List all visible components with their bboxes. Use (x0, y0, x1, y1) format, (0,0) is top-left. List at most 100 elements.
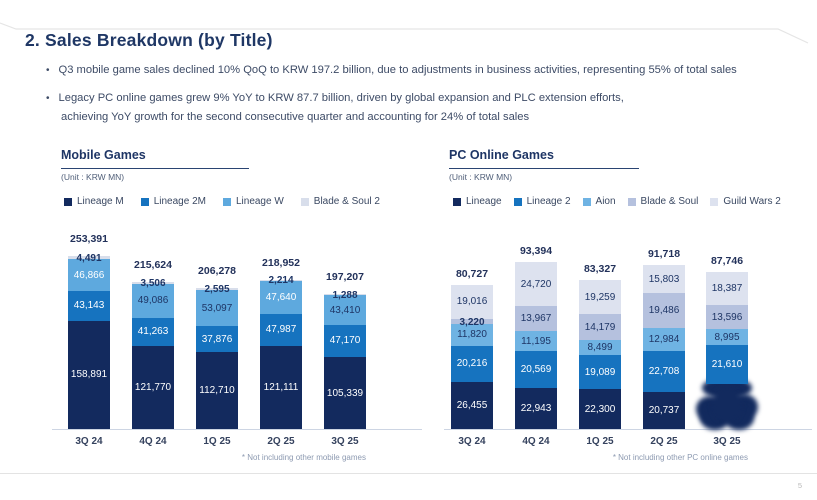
legend-swatch-icon (582, 198, 591, 206)
category-label: 2Q 25 (267, 436, 295, 447)
bar-segment: 13,967 (515, 306, 557, 332)
bar-segment (324, 294, 366, 296)
bar-segment: 21,610 (706, 345, 748, 385)
bar-segment: 19,016 (451, 284, 493, 319)
category-label: 4Q 24 (139, 436, 167, 447)
bullet-text: Legacy PC online games grew 9% YoY to KR… (58, 92, 624, 104)
segment-value-label: 8,499 (587, 341, 613, 353)
segment-value-label: 158,891 (70, 369, 108, 381)
pc-games-title: PC Online Games (449, 148, 554, 162)
pc-games-section-header: PC Online Games (449, 146, 639, 169)
pc-chart-plot: * Not including other PC online games 26… (444, 225, 812, 462)
segment-value-label: 21,610 (711, 359, 743, 371)
category-label: 3Q 25 (713, 436, 741, 447)
legend-item: Lineage M (64, 196, 124, 207)
category-label: 1Q 25 (203, 436, 231, 447)
bullet-text: Q3 mobile game sales declined 10% QoQ to… (58, 64, 737, 76)
bar-segment: 22,708 (643, 351, 685, 392)
bar-segment: 121,770 (132, 345, 174, 429)
bar-segment (260, 279, 302, 282)
bullet-text-continuation: achieving YoY growth for the second cons… (61, 111, 530, 123)
segment-value-label: 121,770 (134, 381, 172, 393)
segment-value-label: 53,097 (201, 302, 233, 314)
bar-segment: 15,803 (643, 265, 685, 294)
bar-segment (132, 281, 174, 285)
bar-total-label: 93,394 (519, 245, 553, 257)
bar-segment: 47,987 (260, 313, 302, 347)
bar-segment: 43,410 (324, 295, 366, 325)
bar-segment (68, 256, 110, 260)
bullet-icon: • (46, 93, 50, 104)
legend-label: Lineage (466, 196, 502, 207)
segment-value-label: 24,720 (520, 278, 552, 290)
legend-swatch-icon (453, 198, 461, 206)
segment-value-label: 19,259 (584, 291, 616, 303)
segment-value-label: 47,987 (265, 324, 297, 336)
segment-value-label: 14,179 (584, 321, 616, 333)
bar-segment: 22,300 (579, 389, 621, 429)
segment-value-label: 2,595 (204, 284, 230, 296)
legend-item: Blade & Soul (627, 196, 699, 207)
bar-segment: 47,640 (260, 281, 302, 314)
category-label: 3Q 24 (75, 436, 103, 447)
bar-total-label: 80,727 (455, 267, 489, 280)
bar-segment (451, 318, 493, 325)
page-number: 5 (797, 481, 802, 490)
bar-total-label: 215,624 (134, 258, 172, 271)
legend-swatch-icon (710, 198, 719, 206)
bar-total-label: 87,746 (710, 255, 744, 268)
bar-segment: 121,111 (260, 346, 302, 429)
legend-item: Guild Wars 2 (710, 196, 781, 207)
bar-segment: 11,820 (451, 324, 493, 346)
bullet-icon: • (46, 65, 50, 76)
legend-swatch-icon (140, 198, 149, 206)
segment-value-label: 2,214 (268, 275, 294, 287)
segment-value-label: 13,596 (711, 311, 743, 323)
bullet-item: • Q3 mobile game sales declined 10% QoQ … (46, 63, 796, 79)
legend-label: Blade & Soul 2 (313, 196, 380, 207)
legend-item: Lineage (453, 196, 502, 207)
legend-label: Aion (595, 196, 616, 207)
bar-segment: 105,339 (324, 357, 366, 429)
segment-value-label: 3,220 (459, 316, 485, 328)
bar-total-label: 91,718 (647, 248, 681, 260)
segment-value-label: 19,486 (648, 305, 680, 317)
bar-segment (696, 377, 758, 431)
bar-segment: 8,995 (706, 329, 748, 346)
segment-value-label: 11,820 (457, 329, 487, 341)
legend-swatch-icon (627, 198, 636, 206)
bar-total-label: 218,952 (262, 256, 300, 269)
legend-item: Blade & Soul 2 (300, 196, 380, 207)
mobile-legend: Lineage M Lineage 2M Lineage W Blade & Soul… (64, 196, 380, 207)
bar-segment: 8,499 (579, 339, 621, 355)
legend-label: Blade & Soul (640, 196, 699, 207)
bar-segment: 12,984 (643, 328, 685, 352)
legend-swatch-icon (513, 198, 522, 206)
bar-total-label: 253,391 (70, 233, 108, 245)
bar-segment: 22,943 (515, 387, 557, 429)
legend-swatch-icon (300, 198, 309, 206)
bar-total-label: 197,207 (326, 271, 364, 284)
bar-segment: 26,455 (451, 381, 493, 429)
category-label: 3Q 24 (458, 436, 486, 447)
bar-segment: 19,089 (579, 355, 621, 390)
bullet-list: • Q3 mobile game sales declined 10% QoQ … (46, 63, 796, 125)
smudge-blob (712, 388, 742, 423)
segment-value-label: 22,300 (584, 403, 616, 415)
legend-label: Guild Wars 2 (723, 196, 781, 207)
pc-unit-label: (Unit : KRW MN) (449, 172, 513, 182)
mobile-unit-label: (Unit : KRW MN) (61, 172, 125, 182)
legend-item: Lineage 2M (140, 196, 206, 207)
bar-segment: 20,216 (451, 345, 493, 382)
segment-value-label: 22,943 (520, 402, 552, 414)
bar-segment (196, 288, 238, 290)
bullet-item: • Legacy PC online games grew 9% YoY to … (46, 91, 796, 107)
legend-item: Lineage W (222, 196, 284, 207)
pc-axis-line (444, 429, 812, 430)
mobile-games-section-header: Mobile Games (61, 146, 249, 169)
bar-segment: 37,876 (196, 326, 238, 353)
bar-segment: 43,143 (68, 291, 110, 321)
segment-value-label: 43,143 (73, 300, 105, 312)
segment-value-label: 22,708 (648, 366, 680, 378)
bottom-divider (0, 473, 817, 474)
